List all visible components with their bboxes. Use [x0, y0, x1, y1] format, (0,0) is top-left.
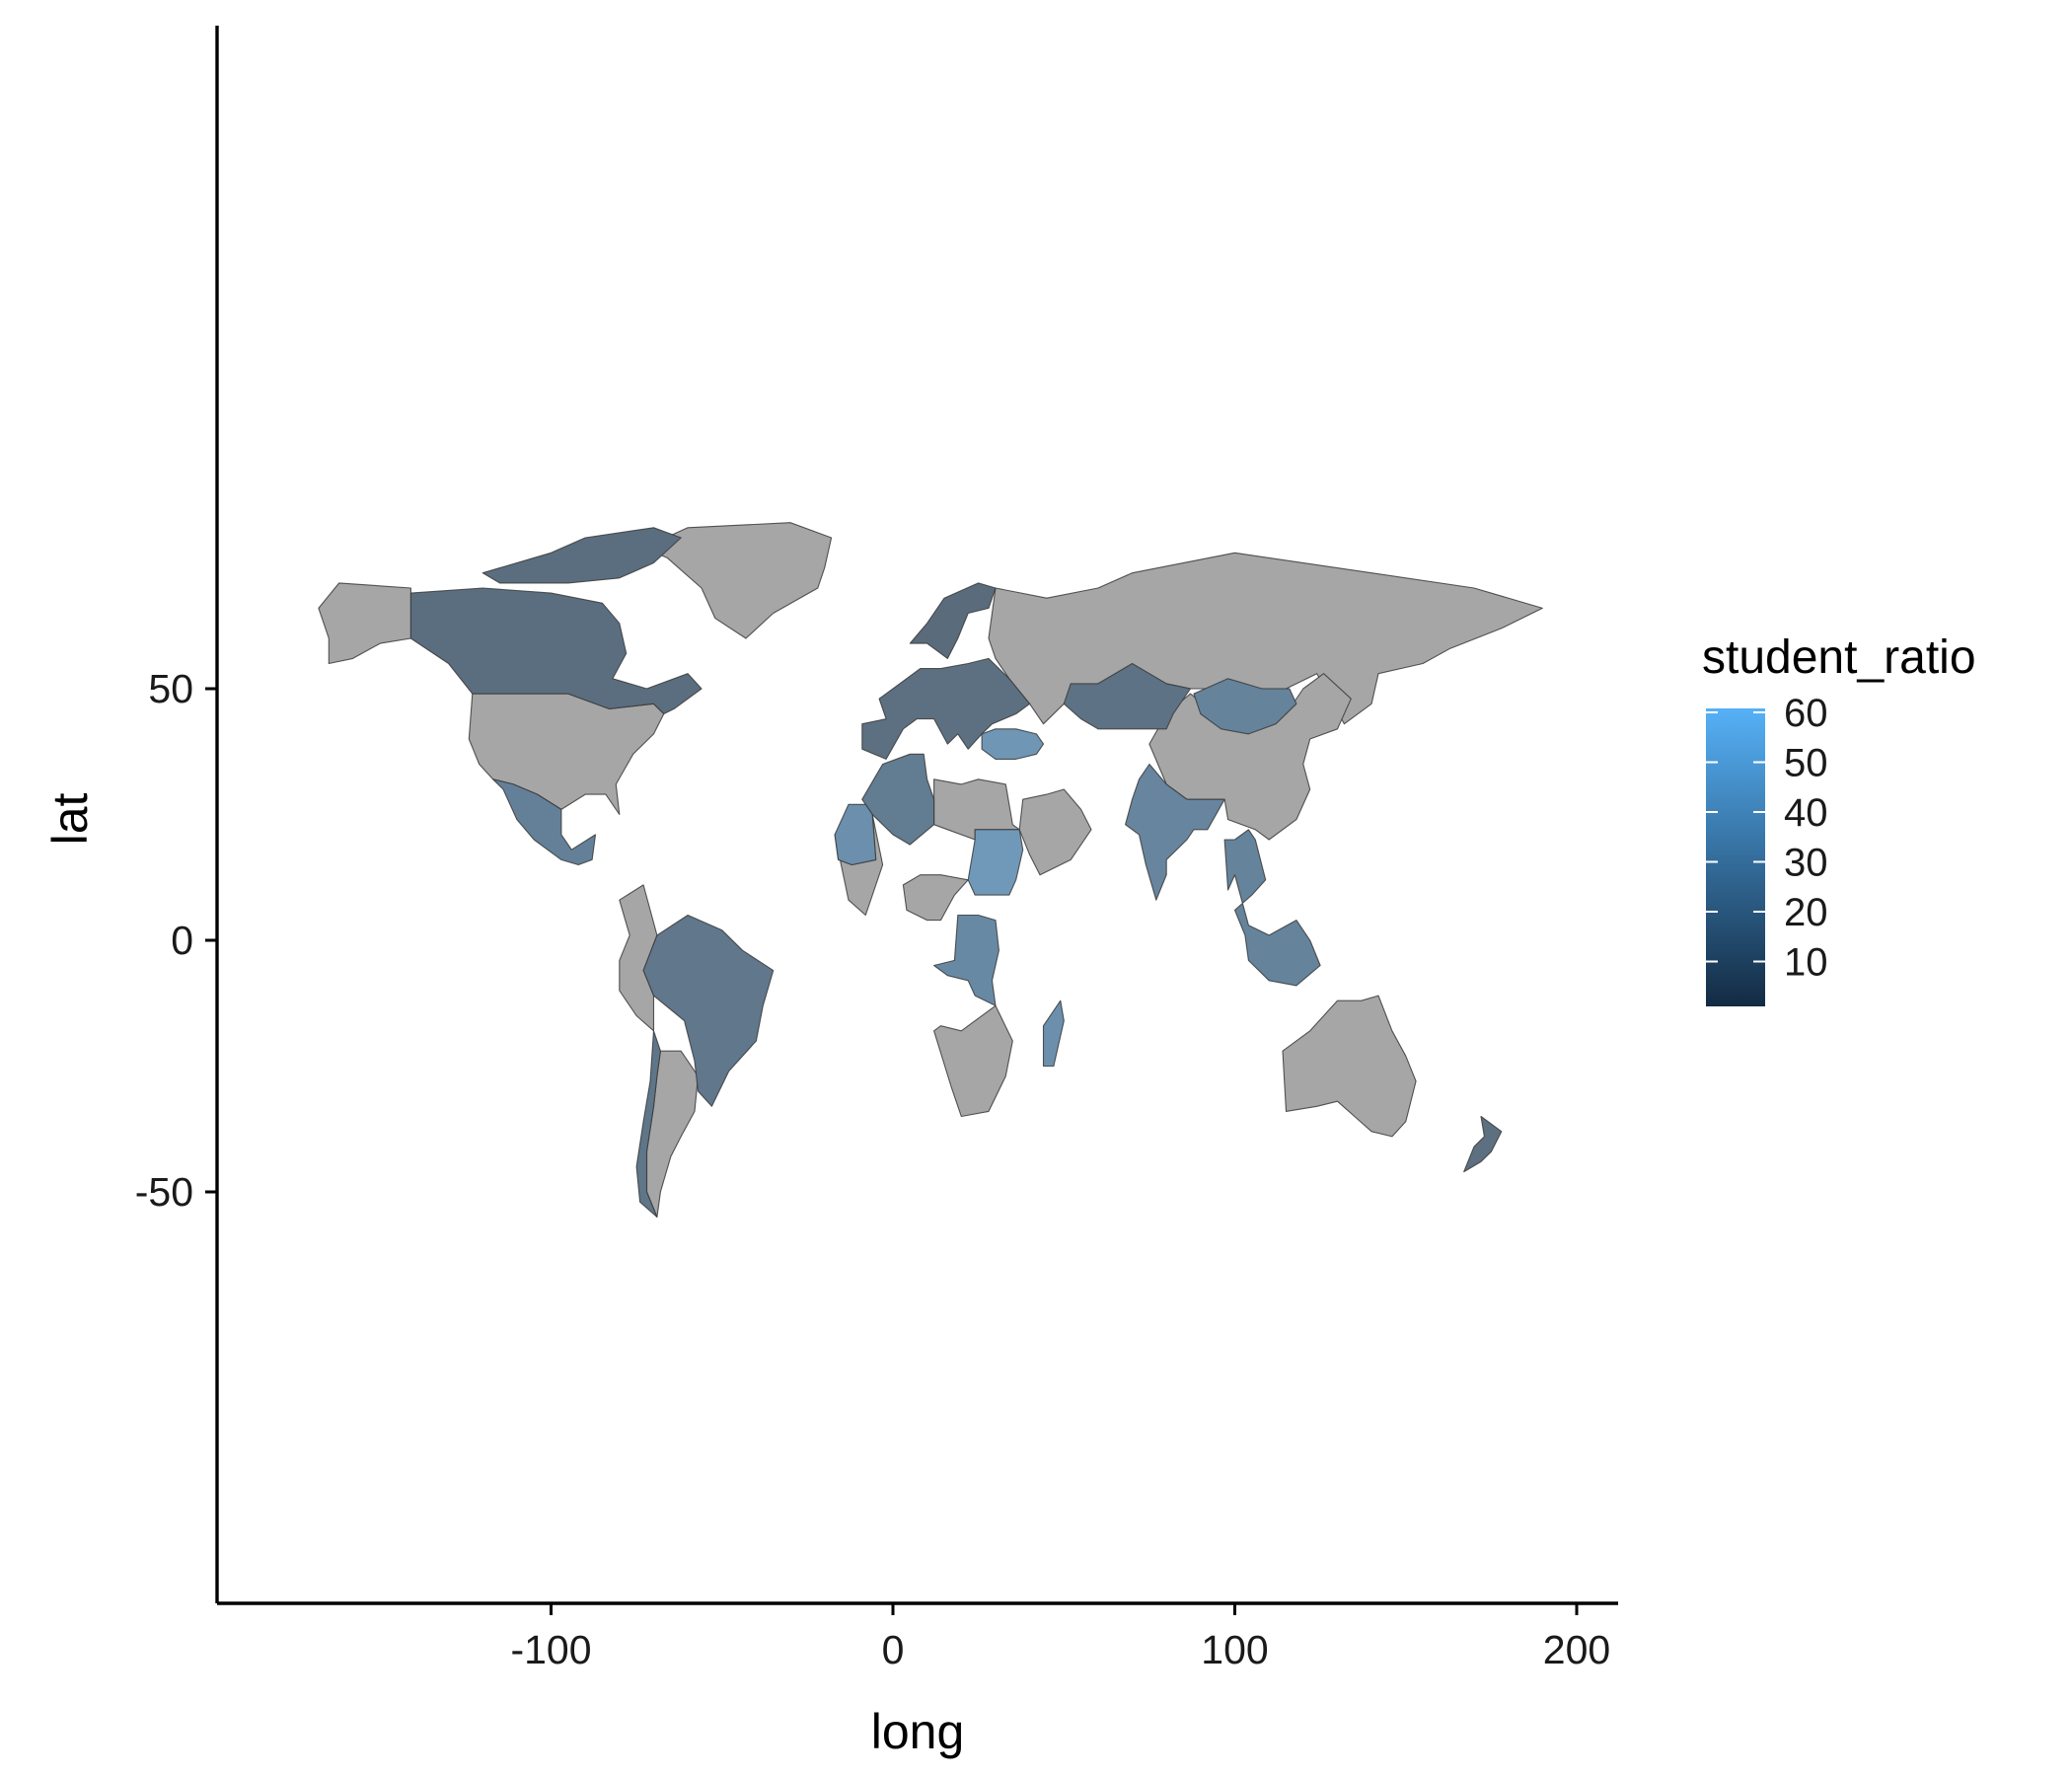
legend-title: student_ratio: [1702, 631, 1976, 684]
legend-label: 30: [1784, 842, 1828, 885]
land-masses: [318, 522, 1543, 1219]
y-tick-label: -50: [135, 1169, 193, 1215]
x-axis-title: long: [871, 1704, 965, 1759]
legend: student_ratio 60 50 40 30 20 10: [1702, 631, 1976, 1006]
region-sudan: [967, 829, 1024, 896]
legend-ticks: 60 50 40 30 20 10: [1706, 692, 1828, 985]
x-tick-label: 0: [882, 1627, 905, 1672]
region-turkey: [981, 728, 1045, 760]
y-axis-ticks: 50 0 -50: [135, 666, 217, 1215]
legend-label: 10: [1784, 941, 1828, 985]
legend-label: 60: [1784, 692, 1828, 735]
region-na-3: [933, 1004, 1013, 1118]
y-axis-title: lat: [42, 792, 98, 845]
y-tick-label: 50: [148, 666, 193, 711]
region-india: [1125, 763, 1225, 901]
region-greenland: [642, 522, 833, 639]
region-kazakhstan: [1063, 662, 1192, 730]
region-scandinavia: [909, 582, 997, 659]
region-united-states: [468, 693, 665, 816]
region-na-6: [902, 874, 969, 922]
region-australia: [1282, 995, 1417, 1138]
region-chile: [635, 1030, 661, 1219]
region-canadian-arctic-islands: [481, 527, 682, 584]
region-na-4: [1018, 788, 1092, 876]
region-canada: [409, 587, 703, 715]
region-alaska: [318, 582, 411, 665]
region-mongolia: [1193, 678, 1297, 735]
region-southeast-asia: [1223, 829, 1321, 987]
legend-label: 20: [1784, 891, 1828, 934]
y-tick-label: 0: [171, 918, 193, 963]
x-tick-label: 100: [1201, 1627, 1268, 1672]
region-mexico: [492, 778, 597, 866]
legend-label: 50: [1784, 742, 1828, 785]
legend-colorbar: [1706, 708, 1765, 1006]
x-axis-ticks: -100 0 100 200: [510, 1603, 1610, 1672]
region-na-2: [933, 778, 1020, 841]
region-brazil: [642, 914, 775, 1107]
region-new-zealand: [1463, 1115, 1503, 1173]
region-dr-congo: [933, 914, 999, 1006]
region-mauritania: [834, 803, 877, 866]
x-tick-label: -100: [510, 1627, 591, 1672]
region-madagascar: [1042, 999, 1065, 1068]
legend-label: 40: [1784, 791, 1828, 835]
x-tick-label: 200: [1543, 1627, 1610, 1672]
region-algeria: [861, 753, 935, 846]
region-europe: [861, 657, 1031, 760]
